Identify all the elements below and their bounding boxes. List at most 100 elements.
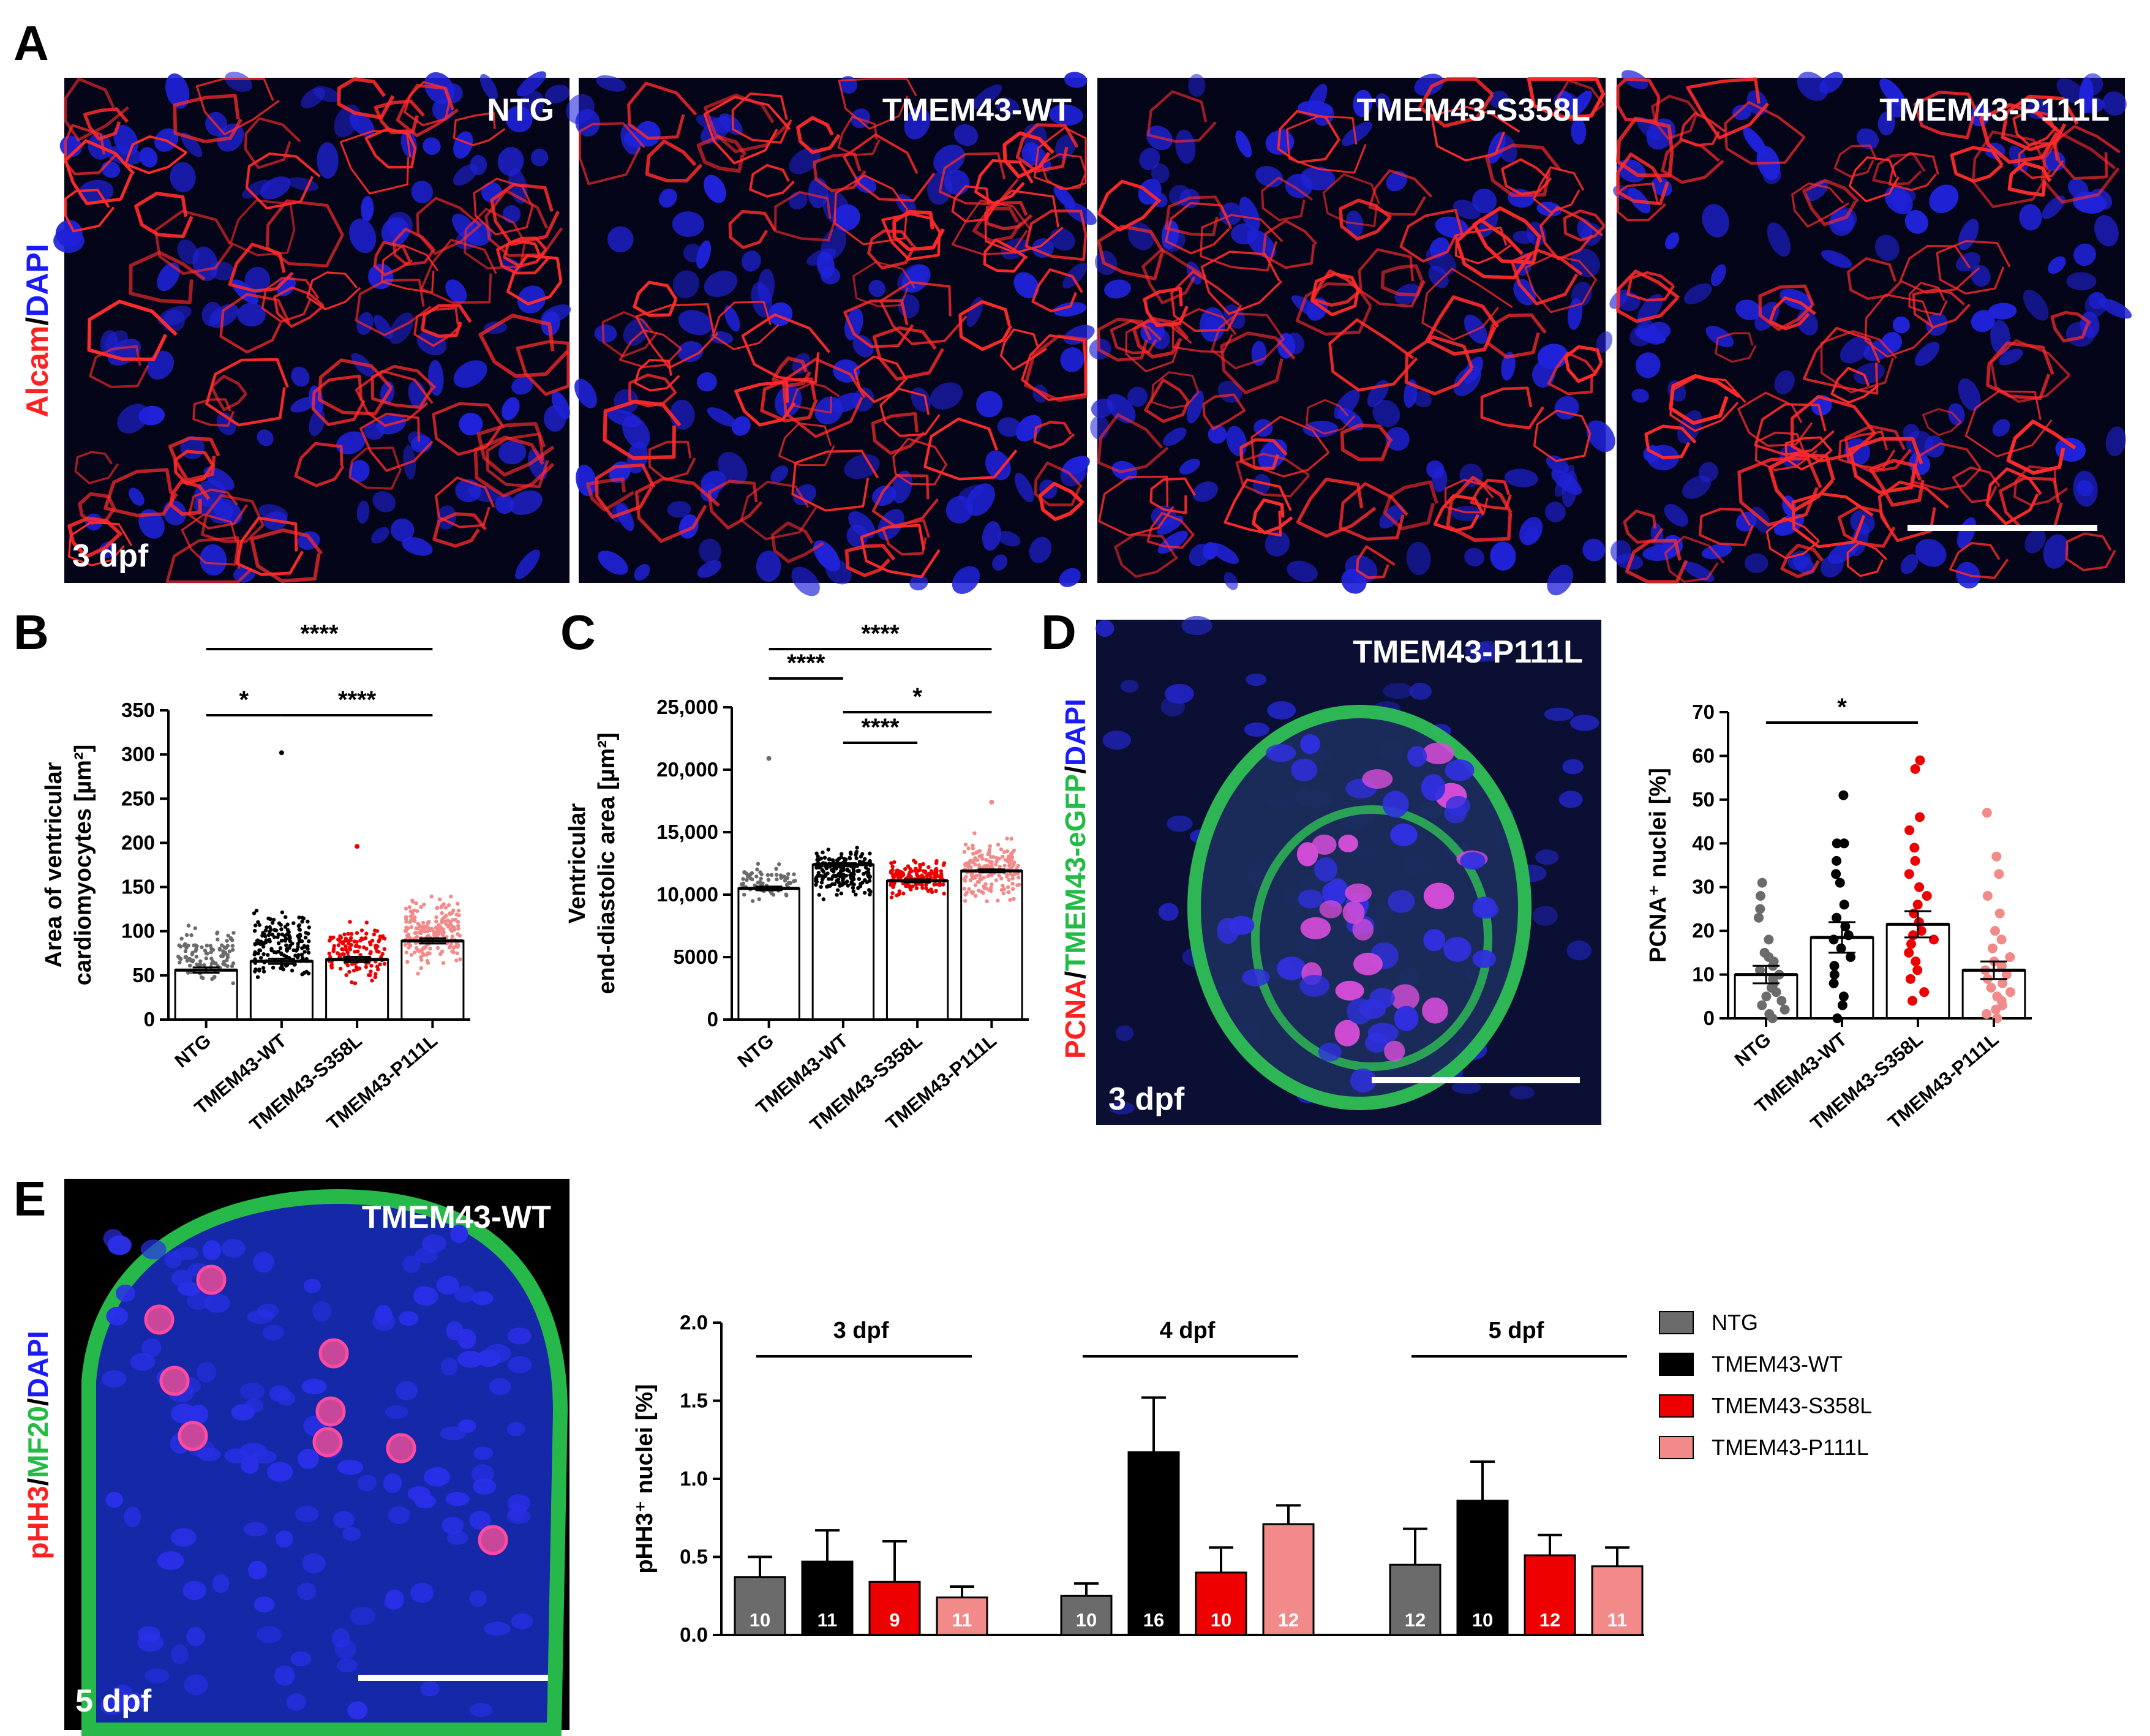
data-point [851,885,855,890]
y-axis-title: end-diastolic area [µm²] [594,732,620,994]
nucleus [78,179,114,204]
nucleus [266,1462,293,1482]
membrane-outline [1964,390,2053,457]
data-point [1904,825,1915,835]
data-point [996,898,1000,903]
membrane-outline [712,301,780,350]
pcna-positive-nucleus [1312,834,1337,855]
membrane-outline [1686,77,1770,140]
nucleus [789,147,821,175]
nucleus [816,251,835,279]
nucleus [1235,130,1252,158]
data-point [863,857,867,862]
data-point [446,903,451,907]
data-point [971,852,975,856]
data-point [754,874,759,879]
data-point [819,856,824,861]
membrane-outline [1149,477,1197,514]
nucleus [2105,426,2126,457]
nucleus [436,1276,459,1295]
data-point [450,934,455,939]
nucleus [985,450,1011,481]
data-point [1982,891,1993,901]
nucleus [470,1702,493,1718]
membrane-outline [772,356,812,388]
data-point [266,933,271,938]
data-point [187,956,192,961]
nucleus [1160,696,1186,716]
nucleus [2019,204,2042,231]
membrane-outline [843,299,914,348]
stage-label: 5 dpf [75,1683,152,1719]
legend-swatch [1659,1311,1694,1334]
nucleus [2099,298,2132,319]
data-point [413,919,417,923]
data-point [279,750,284,756]
membrane-outline [1144,378,1190,423]
data-point [331,949,336,953]
data-point [1829,961,1840,971]
nucleus [105,330,128,352]
membrane-outline [1724,101,1806,165]
membrane-outline [1239,438,1288,470]
data-point [441,961,446,965]
data-point [816,854,820,859]
nucleus [1382,791,1409,818]
nucleus [212,498,242,525]
membrane-outline [892,209,945,252]
data-point [209,947,214,951]
significance-label: * [1837,694,1847,721]
membrane-outline [1358,248,1426,308]
membrane-outline [892,437,948,486]
data-point [183,955,187,960]
data-point [456,926,460,931]
membrane-outline [416,197,483,255]
nucleus [1451,1081,1481,1094]
membrane-outline [478,314,569,378]
data-point [195,944,199,949]
membrane-outline [1802,179,1860,227]
data-point [415,948,420,952]
data-point [895,868,900,873]
membrane-outline [1864,293,1934,358]
data-point [444,922,448,926]
nucleus [1971,310,1995,333]
nucleus [157,262,180,291]
nucleus [399,1311,419,1326]
data-point [202,963,206,968]
data-point [908,885,912,890]
nucleus [1407,746,1427,767]
significance-label: **** [787,650,825,677]
membrane-outline [1033,126,1087,190]
bar [1262,1523,1315,1636]
nucleus [454,1285,475,1303]
data-point [419,966,423,971]
data-point [429,895,434,899]
membrane-outline [951,199,1032,255]
membrane-outline [273,286,325,328]
data-point [860,881,865,885]
nucleus [1300,166,1336,190]
data-point [778,873,783,877]
membrane-outline [1038,481,1084,521]
data-point [426,920,430,925]
data-point [285,949,289,953]
nucleus [187,1291,210,1310]
membrane-outline [1328,318,1418,392]
stage-label: 3 dpf [1108,1081,1185,1117]
nucleus [317,142,339,179]
membrane-outline [1031,268,1083,313]
nucleus [1091,398,1114,418]
data-point [300,919,304,924]
data-point [186,971,190,975]
data-point [987,852,991,857]
data-point [427,926,432,931]
data-point [783,878,787,883]
nucleus [1266,744,1296,762]
data-point [914,882,918,887]
nucleus [791,566,820,596]
data-point [1915,755,1925,765]
nucleus [296,1582,317,1601]
membrane-outline [1846,541,1888,577]
nucleus [411,181,433,204]
